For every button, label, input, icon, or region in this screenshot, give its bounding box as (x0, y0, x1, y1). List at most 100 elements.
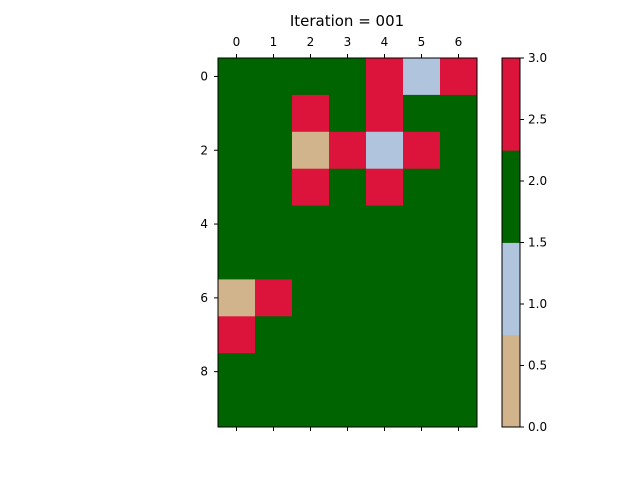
x-tick-label-4: 4 (381, 35, 389, 49)
heatmap-cell-r3-c5 (403, 168, 441, 206)
heatmap-cell-r8-c3 (329, 353, 367, 391)
heatmap-cell-r1-c6 (440, 94, 478, 133)
heatmap-cell-r1-c5 (403, 94, 441, 133)
y-tick-label-6: 6 (200, 291, 208, 305)
heatmap-cell-r5-c4 (366, 242, 404, 280)
heatmap-cell-r5-c1 (255, 242, 293, 280)
heatmap-cell-r8-c1 (255, 353, 293, 391)
heatmap-cell-r1-c2 (292, 94, 330, 133)
heatmap-cell-r8-c0 (218, 353, 256, 391)
heatmap-cell-r2-c0 (218, 131, 256, 170)
heatmap-cell-r6-c3 (329, 279, 367, 317)
y-tick-label-0: 0 (200, 69, 208, 83)
y-tick-label-8: 8 (200, 365, 208, 379)
heatmap-cell-r2-c1 (255, 131, 293, 170)
heatmap-cell-r5-c6 (440, 242, 478, 280)
x-tick-label-1: 1 (270, 35, 278, 49)
heatmap-cell-r7-c3 (329, 316, 367, 354)
heatmap-cell-r3-c4 (366, 168, 404, 206)
heatmap-cell-r0-c2 (292, 58, 330, 96)
colorbar-tick-label-1: 0.5 (528, 359, 547, 373)
heatmap-cell-r9-c3 (329, 390, 367, 428)
colorbar-tick-label-5: 2.5 (528, 113, 547, 127)
heatmap-cell-r8-c6 (440, 353, 478, 391)
heatmap-cell-r0-c3 (329, 58, 367, 96)
heatmap-cell-r0-c6 (440, 58, 478, 96)
heatmap-cell-r0-c1 (255, 58, 293, 96)
colorbar-tick-label-0: 0.0 (528, 420, 547, 434)
heatmap-cell-r9-c1 (255, 390, 293, 428)
heatmap-cell-r7-c5 (403, 316, 441, 354)
heatmap-cell-r7-c0 (218, 316, 256, 354)
heatmap-cell-r4-c3 (329, 205, 367, 243)
heatmap-cell-r9-c0 (218, 390, 256, 428)
heatmap-cell-r0-c0 (218, 58, 256, 96)
heatmap-cell-r1-c4 (366, 94, 404, 133)
x-tick-label-6: 6 (455, 35, 463, 49)
colorbar: 0.0 0.5 1.0 1.5 2.0 2.5 3.0 (501, 51, 547, 434)
heatmap-cell-r2-c6 (440, 131, 478, 170)
heatmap-cell-r3-c1 (255, 168, 293, 206)
colorbar-segment-2 (502, 150, 520, 243)
heatmap-cell-r4-c0 (218, 205, 256, 243)
heatmap-cell-r4-c4 (366, 205, 404, 243)
y-axis-ticks: 0 2 4 6 8 (200, 69, 218, 379)
heatmap-cell-r9-c5 (403, 390, 441, 428)
chart-title: Iteration = 001 (290, 12, 404, 30)
heatmap-cell-r6-c1 (255, 279, 293, 317)
heatmap-cell-r4-c1 (255, 205, 293, 243)
heatmap-cell-r4-c5 (403, 205, 441, 243)
colorbar-tick-label-4: 2.0 (528, 174, 547, 188)
x-tick-label-2: 2 (307, 35, 315, 49)
heatmap-cell-r9-c4 (366, 390, 404, 428)
heatmap-cells (218, 58, 478, 428)
y-tick-label-2: 2 (200, 143, 208, 157)
heatmap-cell-r2-c4 (366, 131, 404, 170)
colorbar-tick-label-3: 1.5 (528, 236, 547, 250)
heatmap-cell-r5-c3 (329, 242, 367, 280)
x-tick-label-5: 5 (418, 35, 426, 49)
x-tick-label-3: 3 (344, 35, 352, 49)
heatmap-cell-r7-c4 (366, 316, 404, 354)
heatmap-cell-r4-c2 (292, 205, 330, 243)
colorbar-tick-label-6: 3.0 (528, 51, 547, 65)
heatmap-cell-r8-c4 (366, 353, 404, 391)
heatmap-cell-r5-c0 (218, 242, 256, 280)
colorbar-tick-label-2: 1.0 (528, 297, 547, 311)
heatmap-cell-r0-c4 (366, 58, 404, 96)
heatmap-cell-r2-c5 (403, 131, 441, 170)
heatmap-cell-r5-c2 (292, 242, 330, 280)
heatmap-cell-r7-c6 (440, 316, 478, 354)
heatmap-cell-r7-c2 (292, 316, 330, 354)
heatmap-cell-r3-c2 (292, 168, 330, 206)
heatmap-cell-r7-c1 (255, 316, 293, 354)
colorbar-segment-3 (502, 58, 520, 151)
heatmap-cell-r0-c5 (403, 58, 441, 96)
colorbar-segment-0 (502, 334, 520, 428)
y-tick-label-4: 4 (200, 217, 208, 231)
x-axis-ticks: 0 1 2 3 4 5 6 (233, 35, 463, 431)
heatmap-cell-r1-c3 (329, 94, 367, 133)
heatmap-cell-r8-c2 (292, 353, 330, 391)
heatmap-cell-r6-c2 (292, 279, 330, 317)
heatmap-cell-r6-c0 (218, 279, 256, 317)
heatmap-cell-r5-c5 (403, 242, 441, 280)
x-tick-label-0: 0 (233, 35, 241, 49)
heatmap-cell-r3-c3 (329, 168, 367, 206)
heatmap-cell-r3-c0 (218, 168, 256, 206)
heatmap-cell-r9-c6 (440, 390, 478, 428)
heatmap-cell-r8-c5 (403, 353, 441, 391)
heatmap-cell-r1-c1 (255, 94, 293, 133)
heatmap-cell-r6-c6 (440, 279, 478, 317)
heatmap-cell-r4-c6 (440, 205, 478, 243)
heatmap-cell-r2-c3 (329, 131, 367, 170)
heatmap-cell-r9-c2 (292, 390, 330, 428)
colorbar-segment-1 (502, 242, 520, 336)
heatmap-cell-r2-c2 (292, 131, 330, 170)
heatmap-cell-r1-c0 (218, 94, 256, 133)
heatmap-cell-r6-c5 (403, 279, 441, 317)
heatmap-cell-r6-c4 (366, 279, 404, 317)
heatmap-cell-r3-c6 (440, 168, 478, 206)
